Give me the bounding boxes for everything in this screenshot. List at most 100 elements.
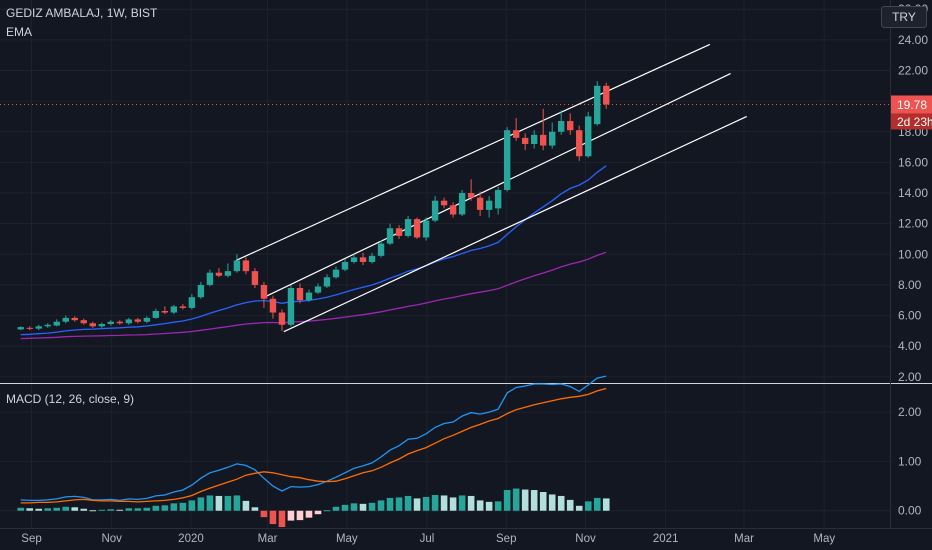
macd-histogram-bar [188,500,196,511]
candle-body [332,269,340,278]
macd-histogram-bar [287,510,295,521]
channel-line-2 [265,72,731,297]
candle-body [359,257,367,262]
macd-histogram-bar [17,507,25,511]
candle-body [530,134,538,145]
macd-histogram-bar [44,508,52,511]
candle [449,202,457,218]
candle [323,274,331,289]
candle [152,308,160,319]
macd-histogram-bar [314,510,322,515]
candle [44,323,51,328]
countdown-box [891,113,932,130]
currency-button[interactable]: TRY [881,6,927,28]
candle [62,315,69,324]
macd-histogram-bar [26,508,34,511]
candle-body [377,243,385,256]
candle [395,225,403,239]
macd-histogram-bar [521,489,529,511]
channel-line-1 [235,43,711,261]
grid [0,0,890,528]
macd-histogram-bar [134,508,142,511]
candle [35,324,42,331]
candle [585,111,592,158]
candle [215,268,223,278]
symbol-title: GEDIZ AMBALAJ, 1W, BIST [6,6,158,20]
candle-body [143,317,151,322]
candle-body [395,228,403,236]
candle [107,320,114,326]
macd-histogram-bar [368,502,376,511]
candle [269,295,277,319]
ema-indicator-label[interactable]: EMA [6,25,33,39]
macd-signal-line [20,387,607,504]
candle [89,321,96,328]
last-price-tag: 19.78 2d 23h [891,95,932,130]
ema-line-1 [20,165,607,336]
macd-histogram-bar [341,504,349,511]
candle [512,117,520,141]
macd-histogram-bar [98,509,106,511]
candle-body [548,131,556,146]
candle-body [251,271,259,285]
macd-histogram-bar [35,508,43,511]
macd-histogram-bar [71,507,79,511]
time-tick-label: 2020 [178,533,204,545]
candle-body [323,277,331,287]
ema-line-2 [20,251,607,340]
time-tick-label: Sep [21,533,41,545]
candle [116,320,124,325]
candle-body [26,327,33,329]
candle-body [215,272,223,276]
price-tick-label: 10.00 [898,247,928,261]
candle [458,189,466,217]
price-tick-label: 24.00 [898,33,928,47]
macd-histogram-bar [89,510,97,512]
candle [332,266,340,279]
candle [134,317,142,324]
last-price-box [891,95,932,114]
candle [539,108,547,151]
time-tick-label: May [813,533,835,545]
last-price-value: 19.78 [897,98,927,112]
macd-indicator-label[interactable]: MACD (12, 26, close, 9) [6,392,135,406]
candle [467,179,475,201]
candle-body [539,134,547,146]
candle-body [368,255,376,262]
macd-axis: 0.00 1.00 2.00 [898,405,922,518]
candle-body [476,197,484,210]
candle [179,304,187,310]
candle-body [386,228,394,244]
time-axis: Sep Nov 2020 Mar May Jul Sep Nov 2021 Mar May [21,533,835,545]
candle-body [80,320,87,324]
candle-body [449,205,457,215]
macd-histogram-bar [224,495,232,511]
candle [368,252,376,264]
candle [377,240,385,258]
candle [350,254,358,264]
candle [125,317,133,325]
macd-histogram-bar [125,508,133,511]
candle [503,127,511,192]
candle [143,316,151,324]
macd-histogram-bar [530,490,538,511]
macd-histogram-bar [161,505,169,511]
candle-body [188,297,196,308]
candle [603,82,610,109]
macd-histogram-bar [377,500,385,511]
candle [476,191,484,217]
macd-histogram-bar [53,507,61,511]
candle-body [341,261,349,270]
price-tick-label: 22.00 [898,63,928,77]
candle-body [62,317,69,322]
candle-body [503,130,511,190]
macd-tick-label: 1.00 [898,454,922,468]
candle [494,186,502,215]
macd-histogram-bar [512,488,520,511]
macd-histogram-bar [359,503,367,511]
macd-histogram-bar [170,503,178,511]
macd-histogram-bar [548,494,556,511]
candle-body [17,327,24,330]
candle-body [224,271,232,276]
candle-body [350,257,358,262]
